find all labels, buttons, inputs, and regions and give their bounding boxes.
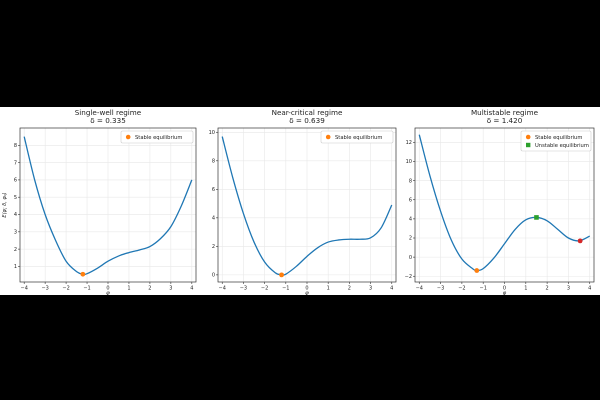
x-tick-label: −4 xyxy=(21,286,28,292)
y-tick-label: 7 xyxy=(14,160,17,166)
legend-swatch xyxy=(325,134,331,140)
legend-swatch xyxy=(525,134,531,140)
x-tick-label: −3 xyxy=(240,286,247,292)
x-tick-label: 1 xyxy=(327,286,330,292)
y-tick-label: 2 xyxy=(14,247,17,253)
subplot-subtitle: δ = 0.335 xyxy=(90,116,126,125)
x-tick-label: −1 xyxy=(282,286,289,292)
x-tick-label: 3 xyxy=(567,286,570,292)
x-tick-label: 4 xyxy=(390,286,393,292)
legend: Stable equilibrium xyxy=(320,130,394,144)
x-tick-label: −2 xyxy=(458,286,465,292)
y-tick-label: 1 xyxy=(14,264,17,270)
legend-box xyxy=(520,130,592,152)
x-tick-label: 0 xyxy=(106,286,109,292)
y-tick-label: 3 xyxy=(14,230,17,236)
marker-unstable-equilibrium xyxy=(534,215,539,220)
subplot-subtitle: δ = 1.420 xyxy=(487,116,523,125)
y-tick-label: 4 xyxy=(14,212,17,218)
x-tick-label: −3 xyxy=(437,286,444,292)
marker-stable-equilibrium xyxy=(474,268,480,273)
y-tick-label: 5 xyxy=(14,195,17,201)
legend-box xyxy=(120,130,194,144)
x-tick-label: 3 xyxy=(169,286,172,292)
x-tick-label: −3 xyxy=(41,286,48,292)
y-tick-label: 0 xyxy=(212,273,215,279)
subplot-subtitle: δ = 0.639 xyxy=(289,116,325,125)
x-tick-label: −1 xyxy=(480,286,487,292)
y-tick-label: 4 xyxy=(212,216,215,222)
marker-stable-equilibrium xyxy=(80,271,86,277)
x-tick-label: −1 xyxy=(83,286,90,292)
figure: Single-well regime δ = 0.335 −4 −3 −2 −1 0 1 2 3 4… xyxy=(0,107,600,297)
x-axis-label: φ xyxy=(305,291,309,296)
y-tick-label: 8 xyxy=(212,158,215,164)
y-tick-label: 2 xyxy=(409,236,412,242)
y-tick-label: −2 xyxy=(405,274,412,280)
x-tick-label: 4 xyxy=(588,286,591,292)
x-tick-label: 2 xyxy=(546,286,549,292)
y-tick-label: 12 xyxy=(406,140,412,146)
y-tick-label: 10 xyxy=(406,159,412,165)
energy-curve xyxy=(23,136,193,276)
legend-swatch xyxy=(526,142,531,148)
legend-label: Unstable equilibrium xyxy=(535,143,589,149)
x-tick-label: 0 xyxy=(305,286,308,292)
x-tick-label: 3 xyxy=(369,286,372,292)
x-axis-label: φ xyxy=(503,291,507,296)
legend-label: Stable equilibrium xyxy=(135,135,182,141)
x-tick-label: 1 xyxy=(524,286,527,292)
x-tick-label: −2 xyxy=(261,286,268,292)
legend-swatch xyxy=(125,134,131,140)
y-tick-label: 6 xyxy=(14,178,17,184)
subplot-title: Single-well regime xyxy=(75,108,142,117)
subplot-title: Multistable regime xyxy=(471,108,539,117)
x-tick-label: 0 xyxy=(503,286,506,292)
y-tick-label: 10 xyxy=(209,130,215,136)
legend: Stable equilibrium xyxy=(120,130,194,144)
y-axis-label: E(φ; δ, φ₀) xyxy=(2,192,8,217)
y-tick-label: 6 xyxy=(409,197,412,203)
legend-label: Stable equilibrium xyxy=(535,135,582,141)
y-tick-label: 8 xyxy=(14,143,17,149)
legend-label: Stable equilibrium xyxy=(335,135,382,141)
y-tick-label: 0 xyxy=(409,255,412,261)
x-tick-label: 4 xyxy=(190,286,193,292)
x-tick-label: −4 xyxy=(416,286,423,292)
energy-curve xyxy=(418,134,591,272)
x-tick-label: −2 xyxy=(62,286,69,292)
marker-stable-equilibrium xyxy=(279,272,284,278)
y-tick-label: 4 xyxy=(409,217,412,223)
x-tick-label: 1 xyxy=(127,286,130,292)
subplot-title: Near-critical regime xyxy=(272,108,343,117)
y-tick-label: 6 xyxy=(212,187,215,193)
marker-point xyxy=(577,238,583,244)
y-tick-label: 8 xyxy=(409,178,412,184)
y-tick-label: 2 xyxy=(212,244,215,250)
x-tick-label: −4 xyxy=(219,286,226,292)
legend-box xyxy=(320,130,394,144)
legend: Stable equilibrium Unstable equilibrium xyxy=(520,130,592,152)
x-tick-label: 2 xyxy=(148,286,151,292)
energy-curve xyxy=(221,136,393,276)
x-axis-label: φ xyxy=(106,291,110,296)
x-tick-label: 2 xyxy=(348,286,351,292)
